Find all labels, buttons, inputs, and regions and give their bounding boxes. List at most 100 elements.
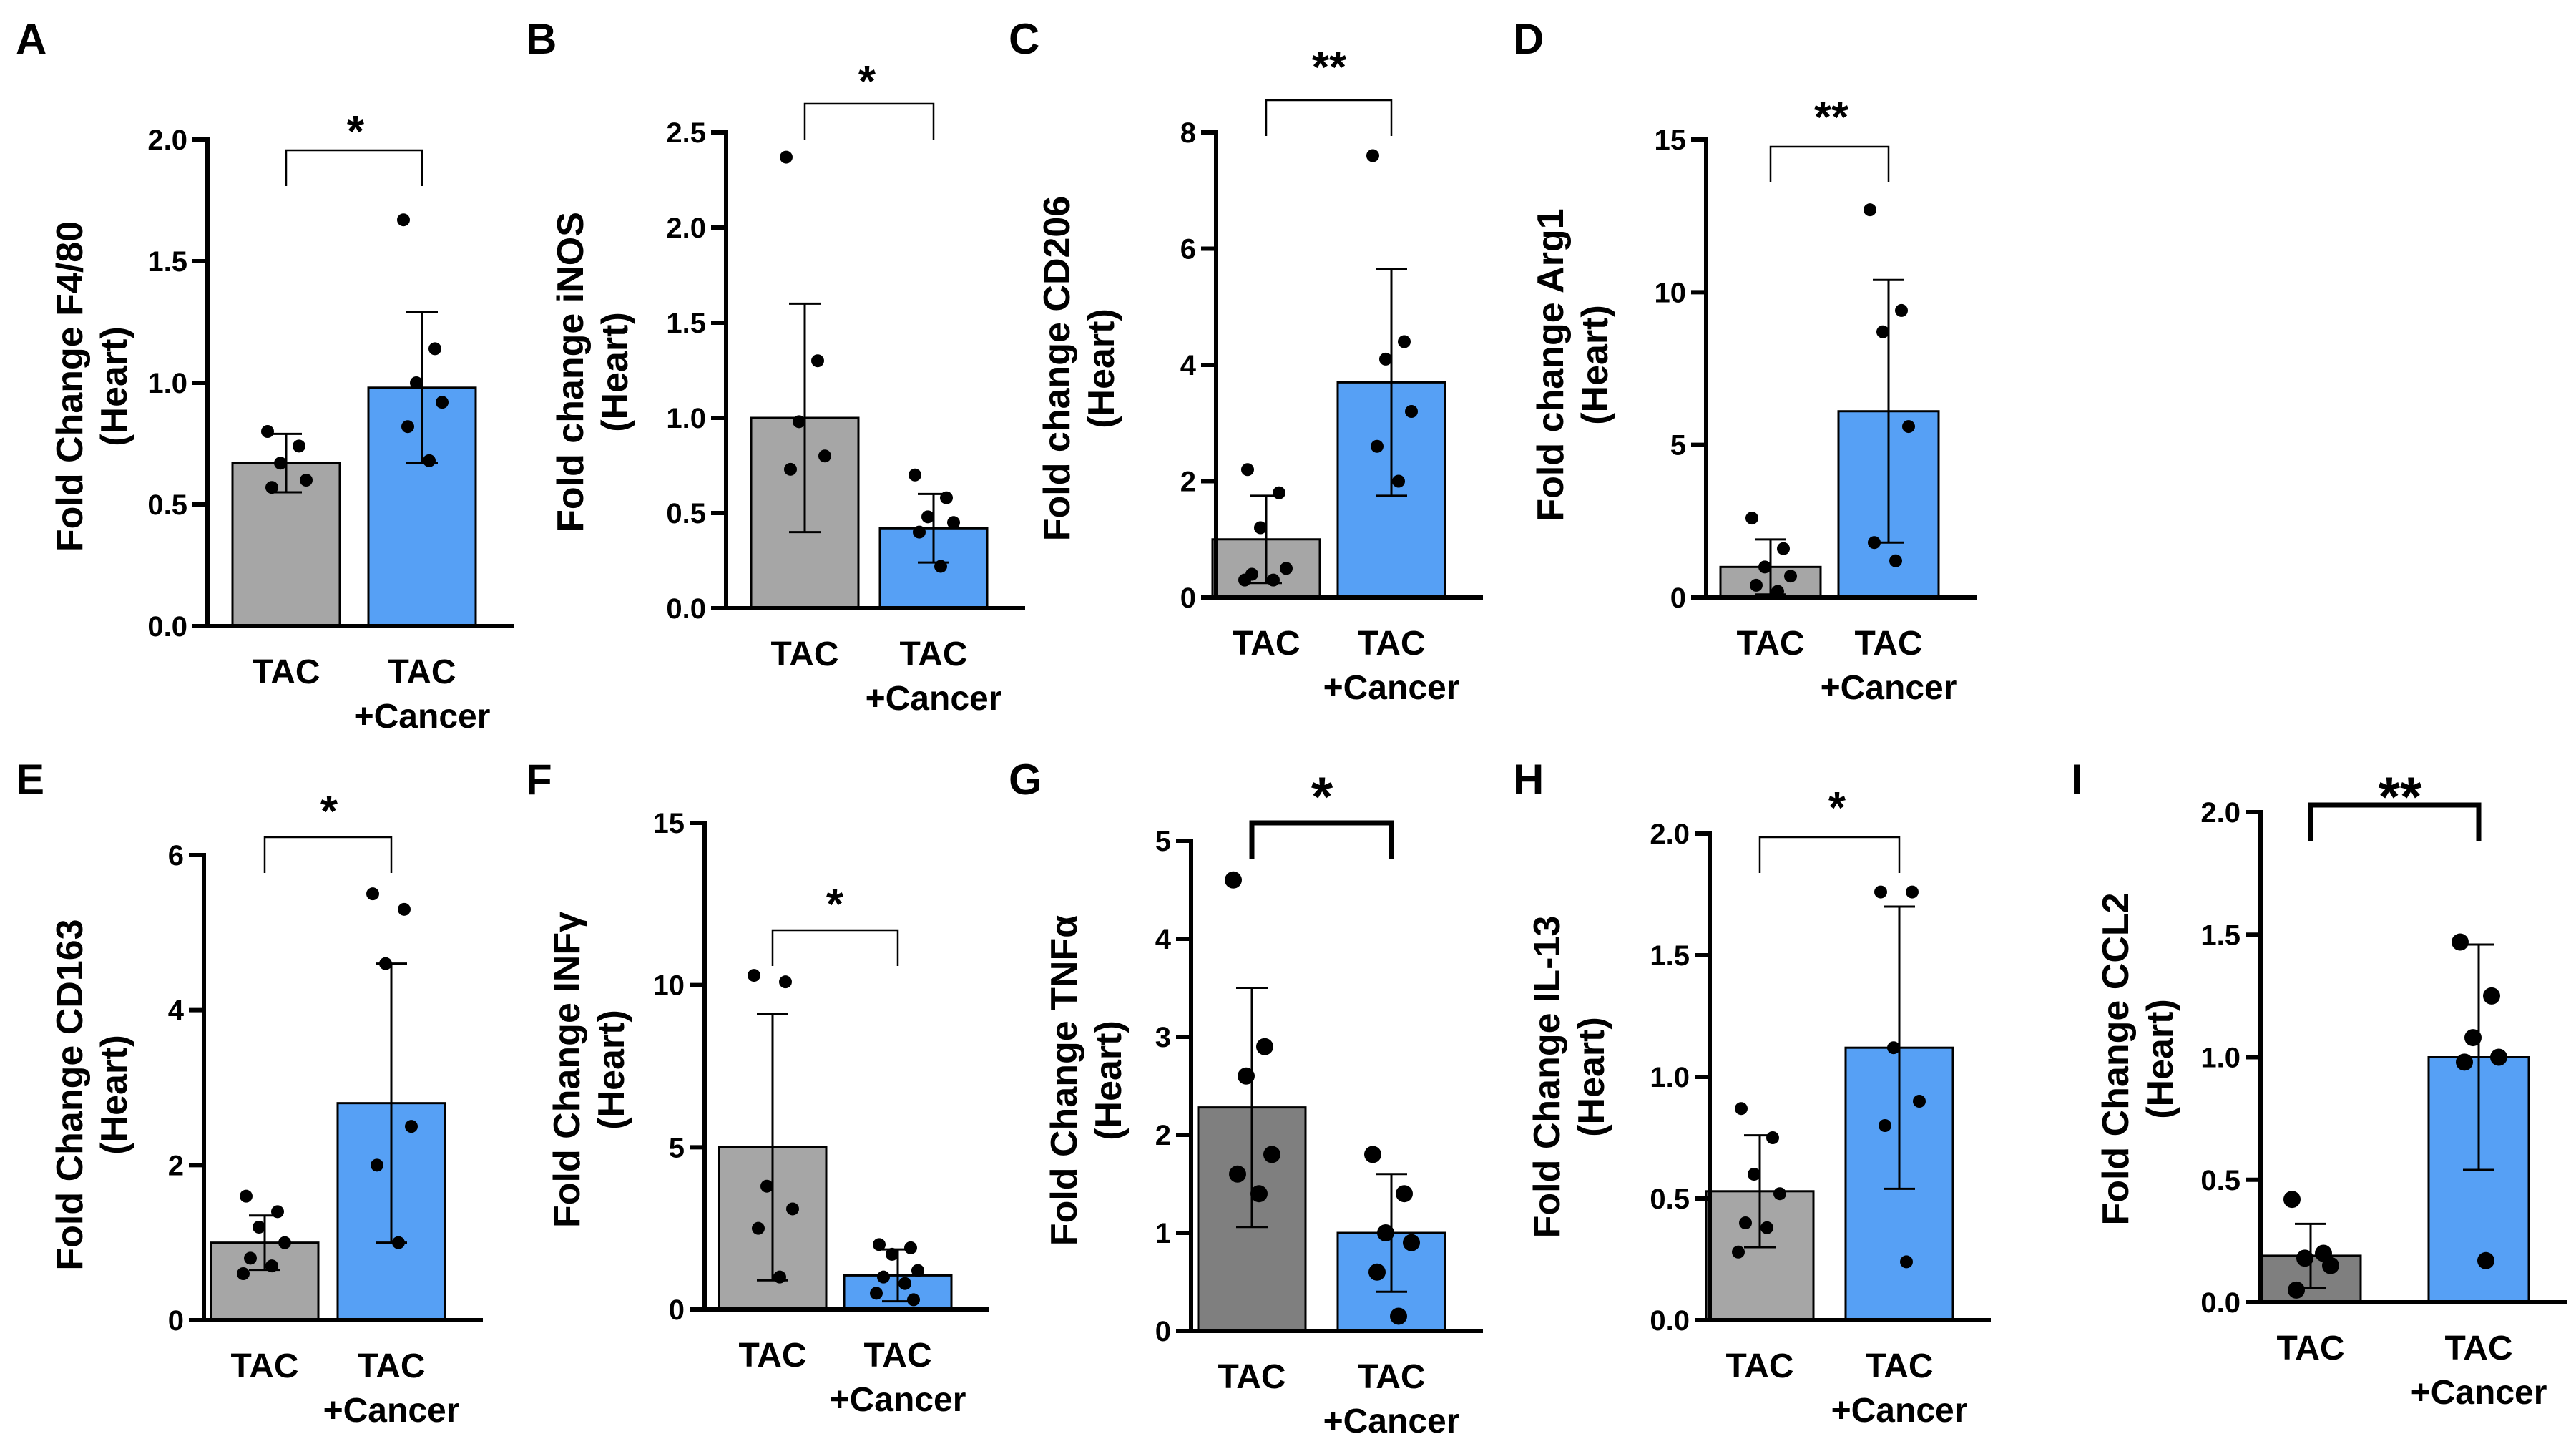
significance-bracket [1758, 836, 1901, 873]
x-tick-label: TAC [770, 635, 838, 673]
data-point [2296, 1249, 2313, 1267]
y-tick-label: 1.0 [147, 368, 187, 399]
y-tick-label: 5 [669, 1132, 685, 1163]
data-point [818, 449, 831, 463]
data-point [1280, 562, 1293, 575]
data-point [1405, 405, 1418, 418]
data-point [1784, 570, 1797, 583]
data-point [1771, 585, 1784, 598]
x-tick-label: TAC [1725, 1347, 1793, 1385]
data-point [811, 354, 824, 368]
data-point [261, 425, 274, 438]
data-point [1238, 573, 1251, 587]
y-axis-label: Fold change CD206(Heart) [1037, 196, 1122, 542]
data-point [2283, 1191, 2301, 1209]
data-point [870, 1287, 883, 1300]
x-tick-label: TAC +Cancer [2411, 1329, 2547, 1412]
x-tick-label: TAC [2276, 1329, 2344, 1367]
panel-letter: I [2071, 756, 2083, 804]
data-point [410, 376, 423, 389]
x-tick-label: TAC +Cancer [1323, 1358, 1460, 1440]
y-axis-label: Fold change Arg1(Heart) [1530, 208, 1616, 521]
data-point [1225, 871, 1242, 889]
significance-marker: * [347, 107, 365, 157]
data-point [1766, 1131, 1779, 1144]
data-point [1777, 542, 1790, 555]
x-tick-label: TAC +Cancer [1831, 1347, 1968, 1430]
y-axis-label: Fold Change F4/80(Heart) [49, 221, 135, 552]
data-point [877, 1270, 890, 1284]
y-tick-label: 0.0 [666, 593, 706, 625]
data-point [265, 481, 278, 494]
y-tick-label: 4 [1155, 924, 1172, 955]
data-point [237, 1267, 250, 1280]
significance-marker: * [320, 787, 338, 836]
data-point [371, 1158, 383, 1172]
significance-bracket [2308, 802, 2482, 841]
y-tick-label: 2.0 [666, 213, 706, 244]
y-tick-label: 6 [168, 840, 184, 872]
data-point [1238, 1067, 1255, 1085]
x-tick-label: TAC +Cancer [1821, 625, 1957, 707]
y-tick-label: 0.0 [147, 611, 187, 643]
panel-g: G 0 1 2 3 4 5 TAC TAC +Cancer Fold Change TNFα(Hea… [1009, 756, 1483, 1440]
data-point [921, 510, 934, 524]
y-tick-label: 6 [1180, 234, 1196, 265]
y-tick-label: 1.5 [1650, 940, 1690, 972]
data-point [1760, 1221, 1773, 1234]
data-point [1748, 1168, 1760, 1181]
data-point [366, 887, 379, 901]
y-tick-label: 4 [168, 995, 185, 1027]
data-point [1250, 1185, 1268, 1203]
y-axis-label: Fold Change TNFα(Heart) [1044, 915, 1130, 1246]
data-point [397, 213, 410, 227]
y-tick-label: 0 [1180, 582, 1196, 614]
x-tick-label: TAC +Cancer [354, 653, 491, 736]
data-point [1895, 303, 1908, 317]
data-point [1874, 885, 1887, 899]
significance-bracket [1265, 99, 1393, 136]
data-point [2464, 1029, 2482, 1047]
x-tick-label: TAC +Cancer [323, 1347, 460, 1430]
data-point [1256, 1038, 1273, 1055]
y-tick-label: 5 [1670, 430, 1686, 462]
significance-marker: * [1828, 784, 1846, 833]
data-point [2288, 1281, 2305, 1299]
data-point [278, 1236, 291, 1249]
y-tick-label: 1.5 [147, 246, 187, 278]
panel-letter: E [16, 756, 44, 804]
y-tick-label: 1.5 [666, 308, 706, 339]
data-point [1735, 1102, 1748, 1116]
data-point [913, 525, 926, 539]
y-tick-label: 0 [168, 1305, 184, 1337]
data-point [1267, 573, 1280, 587]
data-point [401, 420, 414, 434]
data-point [1379, 352, 1392, 366]
y-tick-label: 15 [653, 808, 685, 839]
data-point [1390, 1307, 1407, 1325]
data-point [1263, 1146, 1280, 1163]
data-point [898, 1277, 911, 1290]
y-tick-label: 1.0 [666, 403, 706, 434]
data-point [1889, 554, 1902, 567]
significance-marker: * [1311, 765, 1333, 828]
panel-letter: H [1513, 756, 1544, 804]
panel-f: F 0 5 10 15 TAC TAC +Cancer Fold Change INFγ(Hea… [526, 756, 989, 1419]
panel-c: C 0 2 4 6 8 TAC TAC +Cancer Fold change CD206(Hea… [1009, 15, 1483, 707]
data-point [1750, 578, 1763, 592]
data-point [911, 1264, 924, 1277]
y-tick-label: 0.0 [2200, 1287, 2240, 1319]
data-point [300, 474, 313, 487]
y-tick-label: 10 [653, 970, 685, 1002]
data-point [379, 957, 392, 970]
significance-bracket [771, 929, 899, 966]
significance-bracket [263, 836, 393, 873]
y-tick-label: 10 [1655, 277, 1687, 308]
data-point [265, 1259, 278, 1273]
data-point [271, 1205, 284, 1219]
data-point [253, 1221, 265, 1234]
data-point [1876, 325, 1889, 338]
y-axis-label: Fold Change INFγ(Heart) [547, 912, 632, 1228]
significance-marker: * [858, 57, 876, 107]
data-point [909, 468, 921, 482]
